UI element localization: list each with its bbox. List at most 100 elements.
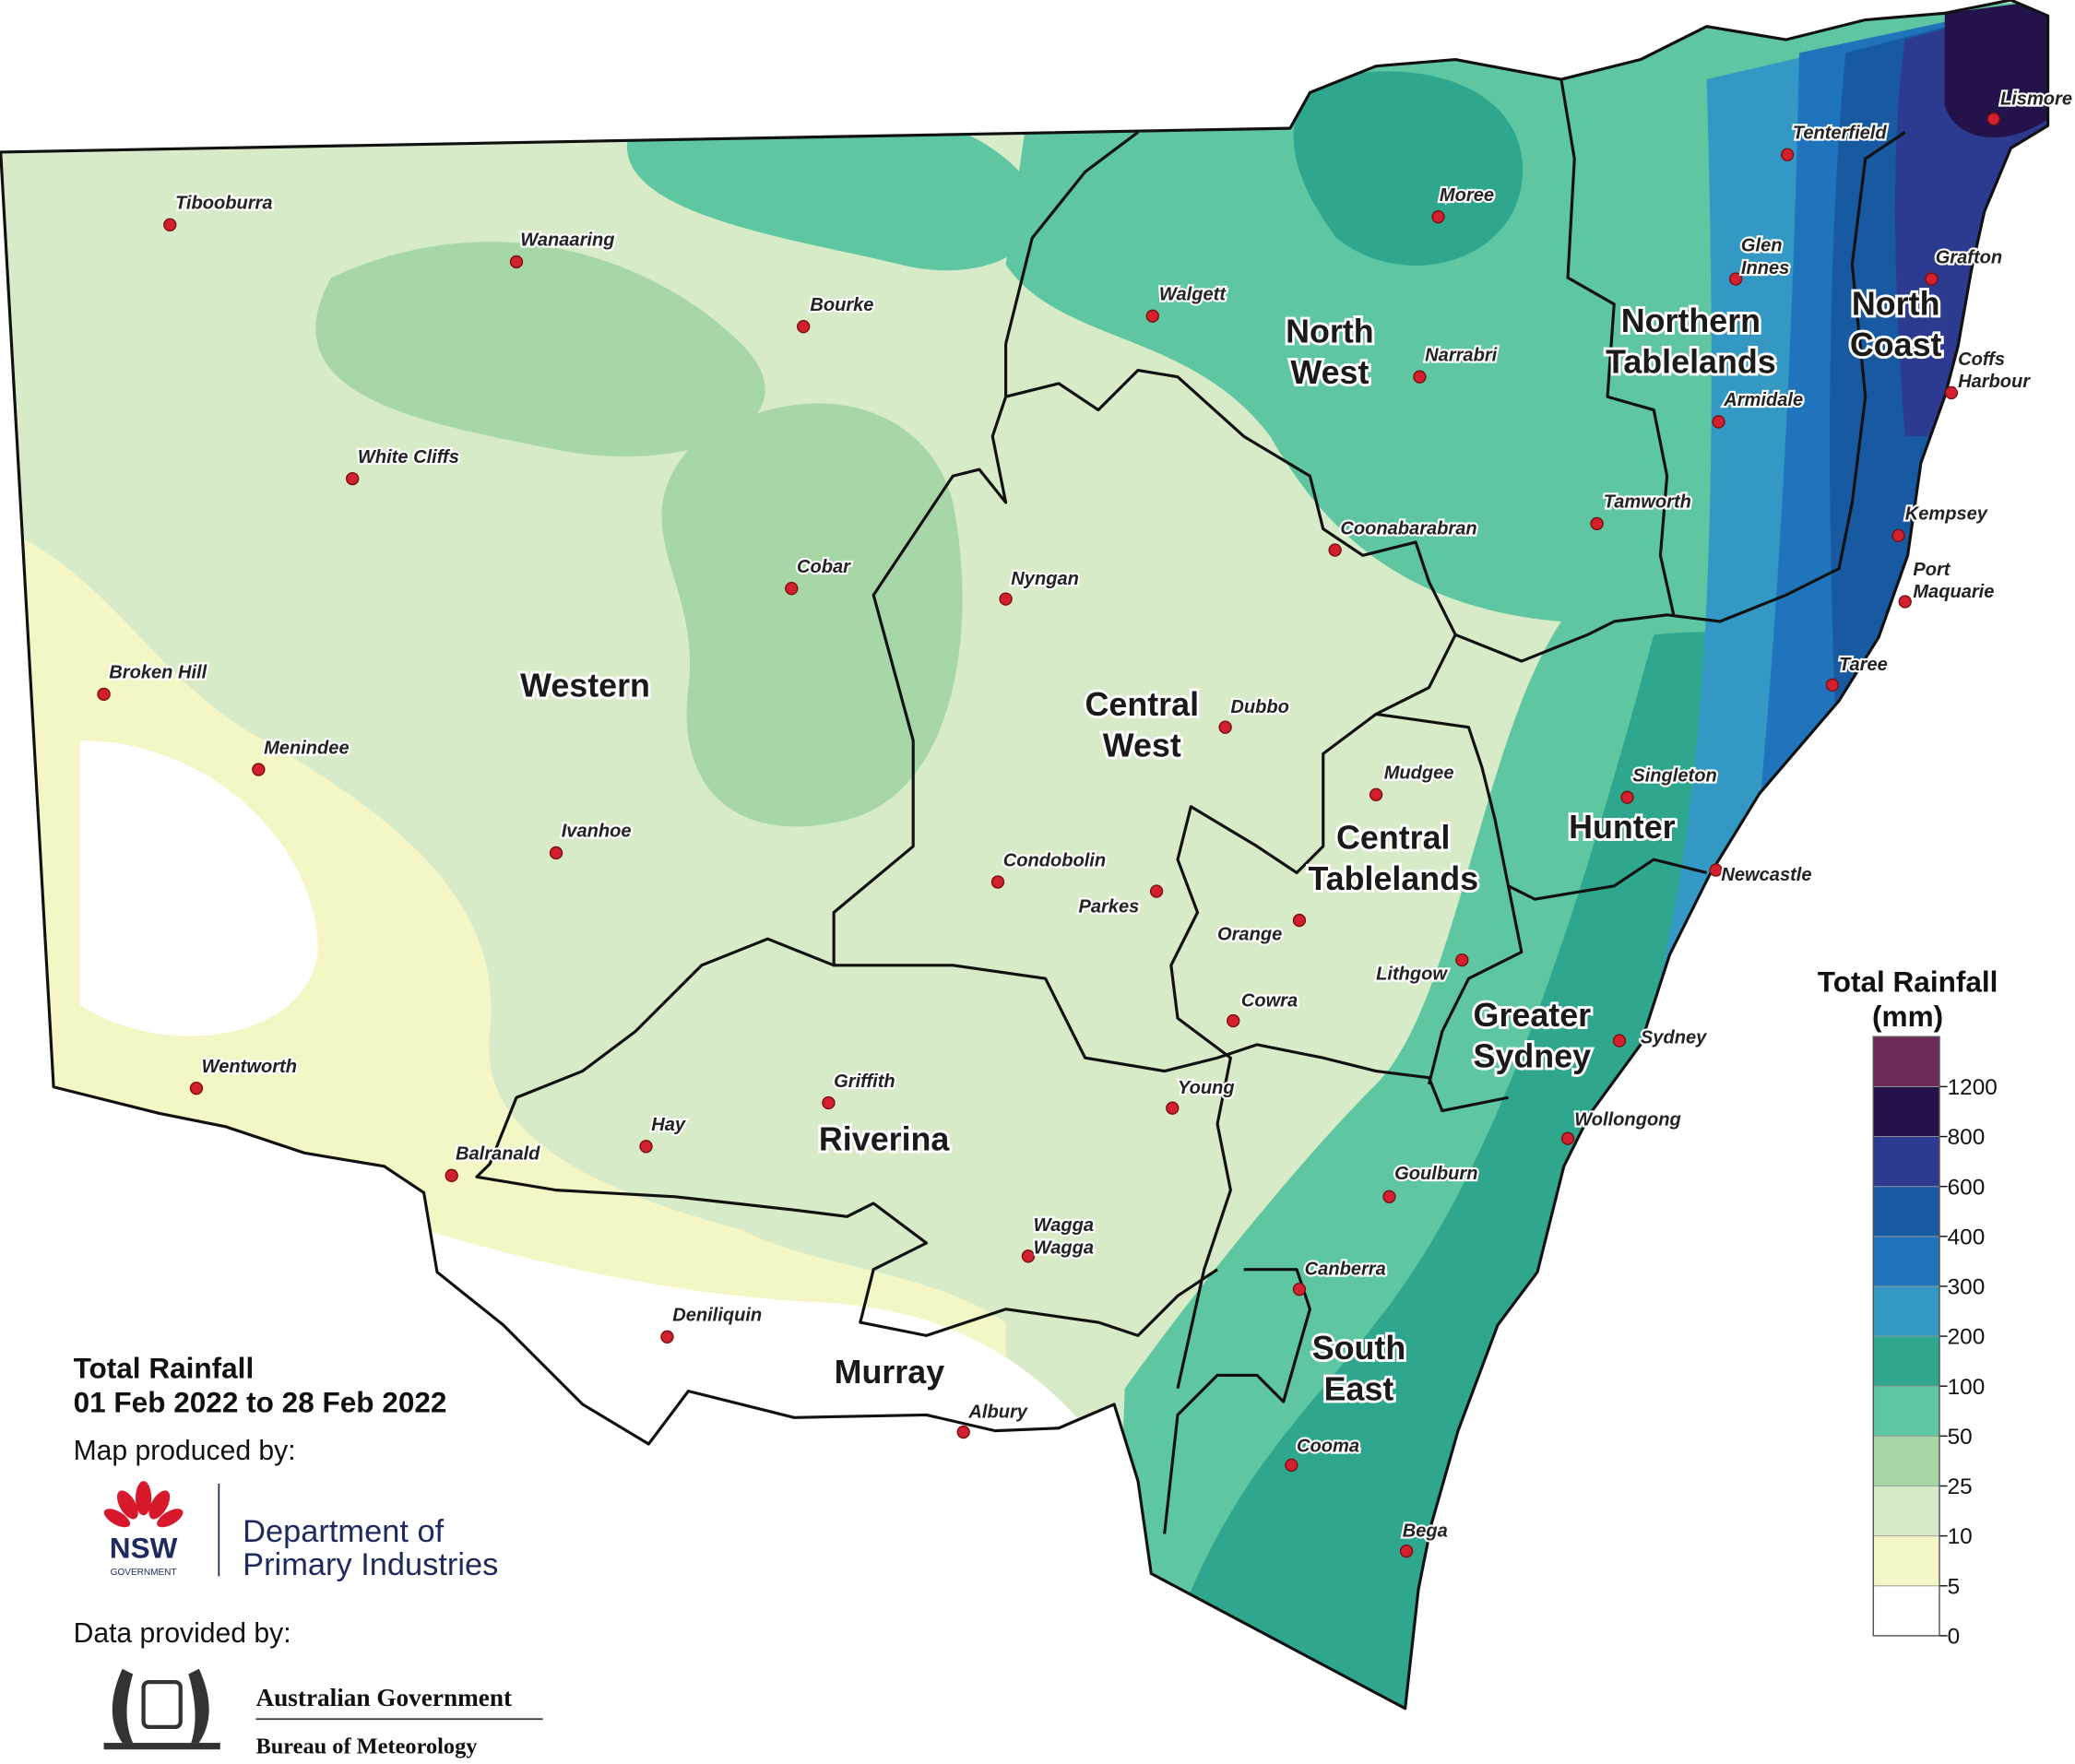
region-label: Northern (1621, 302, 1761, 339)
town-label: Griffith (834, 1071, 895, 1092)
town-dot (1431, 210, 1445, 224)
legend-title: Total Rainfall (1818, 965, 1998, 999)
legend-swatch (1872, 1335, 1940, 1387)
town-label: Albury (967, 1402, 1027, 1422)
region-label: Sydney (1474, 1037, 1592, 1074)
caption-title: Total Rainfall (74, 1351, 255, 1384)
legend-tick-label: 5 (1948, 1574, 1961, 1599)
town-label: Parkes (1078, 896, 1139, 917)
town-label: Mudgee (1384, 764, 1454, 784)
legend-tick-label: 300 (1948, 1275, 1986, 1300)
region-label: Tablelands (1308, 860, 1478, 897)
town-label: Glen (1741, 235, 1783, 255)
legend: Total Rainfall(mm) 0 5 10 25 50 100 200 300 400 60… (1818, 965, 1998, 1650)
town-label: Walgett (1159, 285, 1227, 305)
town-dot (956, 1425, 970, 1439)
town-label: Cobar (797, 557, 851, 577)
town-dot (1825, 678, 1840, 692)
region-label: Central (1085, 686, 1200, 723)
legend-tick-label: 25 (1948, 1474, 1973, 1499)
town-label: Lithgow (1376, 965, 1448, 985)
legend-swatch (1872, 1136, 1940, 1188)
town-dot (445, 1168, 458, 1183)
town-dot (1021, 1249, 1036, 1263)
town-dot (1925, 272, 1939, 286)
caption-period: 01 Feb 2022 to 28 Feb 2022 (74, 1386, 447, 1419)
town-label: Wagga (1034, 1215, 1094, 1236)
town-dot (1712, 415, 1725, 429)
town-dot (1620, 790, 1634, 804)
town-label: Deniliquin (672, 1306, 762, 1326)
town-label: Canberra (1305, 1259, 1386, 1279)
region-labels: Western North West Northern Tablelands North C… (517, 282, 1944, 1410)
region-label: West (1290, 354, 1369, 391)
legend-frame (1872, 1036, 1940, 1637)
town-label: Wollongong (1574, 1109, 1681, 1130)
town-dot (1218, 720, 1232, 734)
legend-tick-label: 100 (1948, 1375, 1986, 1400)
town-dot (1780, 148, 1795, 161)
town-dot (822, 1095, 836, 1110)
town-label: Nyngan (1011, 569, 1079, 589)
legend-swatch (1872, 1385, 1940, 1437)
legend-tick-label: 800 (1948, 1125, 1986, 1150)
region-label: Tablelands (1606, 343, 1776, 380)
town-dot (797, 320, 811, 334)
town-dot (1590, 516, 1604, 531)
town-label: Dubbo (1230, 697, 1289, 717)
legend-tick-label: 1200 (1948, 1075, 1998, 1100)
town-label: Tibooburra (175, 194, 273, 214)
town-label: Broken Hill (109, 663, 207, 683)
provided-by: Data provided by: (74, 1618, 291, 1649)
legend-swatch (1872, 1486, 1940, 1537)
legend-tick-label: 50 (1948, 1425, 1973, 1450)
town-dot (509, 255, 524, 269)
town-label: Port (1913, 560, 1951, 580)
town-label: Armidale (1723, 390, 1803, 410)
region-label: South (1312, 1330, 1406, 1367)
town-label: Cooma (1297, 1437, 1359, 1457)
town-label: Menindee (264, 738, 350, 758)
town-label: Young (1178, 1078, 1235, 1098)
town-dot (1986, 112, 2000, 126)
town-dot (1944, 385, 1959, 400)
aus-gov: Australian Government (255, 1684, 512, 1711)
region-label: Murray (835, 1354, 945, 1391)
legend-swatch (1872, 1236, 1940, 1287)
town-dot (1149, 884, 1164, 898)
town-label: Goulburn (1394, 1164, 1477, 1184)
legend-swatch (1872, 1186, 1940, 1237)
legend-swatch (1872, 1285, 1940, 1337)
town-dot (1292, 1283, 1307, 1296)
town-dot (1292, 913, 1307, 928)
town-dot (1560, 1131, 1575, 1145)
town-label: Bega (1403, 1521, 1448, 1541)
produced-by: Map produced by: (74, 1436, 296, 1466)
town-label: Narrabri (1425, 345, 1497, 365)
region-label: East (1324, 1371, 1394, 1408)
town-dot (1166, 1101, 1180, 1115)
nsw-wordmark: NSW (110, 1531, 178, 1564)
legend-swatch (1872, 1535, 1940, 1587)
legend-tick-label: 400 (1948, 1225, 1986, 1249)
legend-tick-label: 10 (1948, 1524, 1973, 1549)
town-label: Wentworth (202, 1057, 297, 1077)
town-label: Sydney (1641, 1027, 1707, 1048)
town-dot (1285, 1458, 1298, 1473)
dept-line1: Department of (243, 1514, 444, 1549)
town-dot (990, 875, 1005, 889)
town-label: Coonabarabran (1340, 518, 1476, 539)
town-label: Coffs (1958, 349, 2005, 370)
region-label: Greater (1474, 997, 1592, 1034)
dept-line2: Primary Industries (243, 1547, 498, 1582)
town-label: Lismore (2000, 89, 2072, 109)
town-label: White Cliffs (358, 447, 459, 468)
nsw-logo: NSW GOVERNMENT (103, 1481, 220, 1578)
town-dot (163, 218, 177, 231)
legend-title: (mm) (1872, 1000, 1943, 1033)
town-dot (639, 1140, 653, 1154)
town-dot (1382, 1190, 1396, 1203)
town-label: Harbour (1958, 372, 2031, 392)
town-dot (1612, 1034, 1627, 1048)
